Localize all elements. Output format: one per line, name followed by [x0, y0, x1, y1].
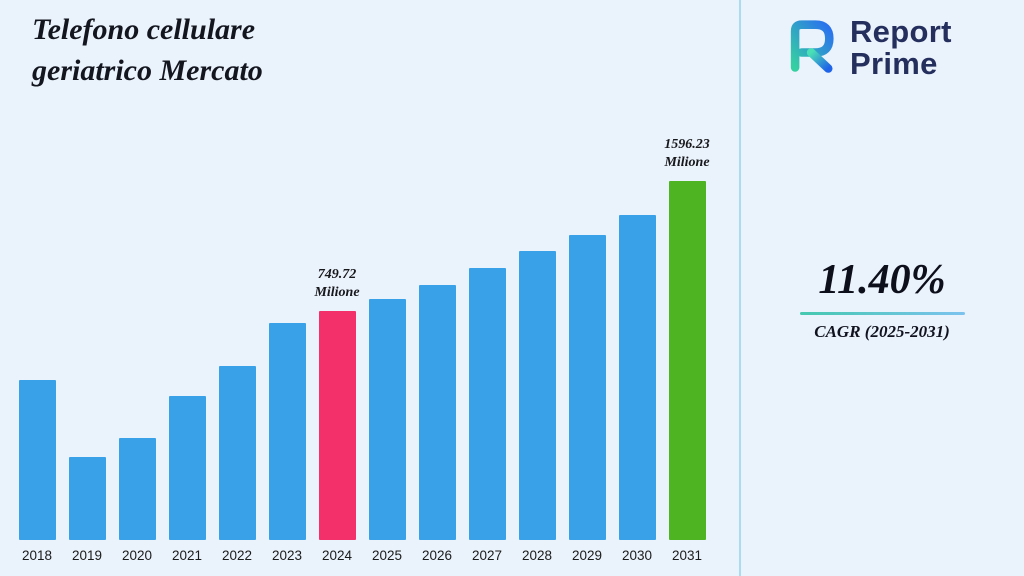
bar-2022 [218, 366, 256, 540]
bar-2029 [568, 235, 606, 540]
bar-2028 [518, 251, 556, 540]
bar-2026 [418, 285, 456, 540]
bar-slot-2020: 2020 [112, 110, 162, 563]
x-tick-2022: 2022 [221, 548, 253, 563]
bar-value-label-2031: 1596.23 Milione [664, 137, 710, 170]
bar-slot-2018: 2018 [12, 110, 62, 563]
bar-slot-2022: 2022 [212, 110, 262, 563]
x-tick-2027: 2027 [471, 548, 503, 563]
cagr-label: CAGR (2025-2031) [814, 322, 950, 341]
brand-logo-text-line1: Report [850, 13, 952, 49]
x-tick-2019: 2019 [71, 548, 103, 563]
brand-logo: Report Prime [778, 14, 952, 81]
brand-logo-text-line2: Prime [850, 45, 938, 81]
cagr-block: 11.40% CAGR (2025-2031) [752, 256, 1012, 342]
bar-value-label-2024: 749.72 Milione [314, 267, 360, 300]
bar-slot-2028: 2028 [512, 110, 562, 563]
cagr-underline [799, 312, 965, 315]
brand-logo-text: Report Prime [850, 13, 952, 81]
x-tick-2021: 2021 [171, 548, 203, 563]
x-tick-2023: 2023 [271, 548, 303, 563]
x-tick-2028: 2028 [521, 548, 553, 563]
bar-slot-2021: 2021 [162, 110, 212, 563]
bar-chart: 2018 2019 2020 2021 2022 2023 749.72 Milione 202… [12, 110, 724, 563]
bar-slot-2025: 2025 [362, 110, 412, 563]
page-title-line2: geriatrico Mercato [32, 53, 263, 87]
bar-2019 [68, 457, 106, 540]
bar-2027 [468, 268, 506, 540]
bar-2021 [168, 396, 206, 540]
bar-2030 [618, 215, 656, 540]
x-tick-2026: 2026 [421, 548, 453, 563]
bar-slot-2019: 2019 [62, 110, 112, 563]
x-tick-2018: 2018 [21, 548, 53, 563]
bar-slot-2027: 2027 [462, 110, 512, 563]
bar-slot-2024: 749.72 Milione 2024 [312, 110, 362, 563]
bar-2020 [118, 438, 156, 540]
bar-slot-2023: 2023 [262, 110, 312, 563]
page-title-line1: Telefono cellulare [32, 13, 256, 46]
report-prime-logo-icon [778, 14, 840, 81]
bar-2031 [668, 181, 706, 540]
x-tick-2025: 2025 [371, 548, 403, 563]
bar-2023 [268, 323, 306, 540]
bar-2025 [368, 299, 406, 540]
x-tick-2020: 2020 [121, 548, 153, 563]
vertical-divider [739, 0, 741, 576]
cagr-value: 11.40% [818, 257, 946, 303]
bar-2018 [18, 380, 56, 540]
x-tick-2030: 2030 [621, 548, 653, 563]
x-tick-2024: 2024 [321, 548, 353, 563]
bar-slot-2026: 2026 [412, 110, 462, 563]
page-title: Telefono cellulare geriatrico Mercato [32, 10, 263, 91]
bar-slot-2031: 1596.23 Milione 2031 [662, 110, 712, 563]
x-tick-2031: 2031 [671, 548, 703, 563]
bar-2024 [318, 311, 356, 540]
x-tick-2029: 2029 [571, 548, 603, 563]
bar-slot-2030: 2030 [612, 110, 662, 563]
bar-slot-2029: 2029 [562, 110, 612, 563]
